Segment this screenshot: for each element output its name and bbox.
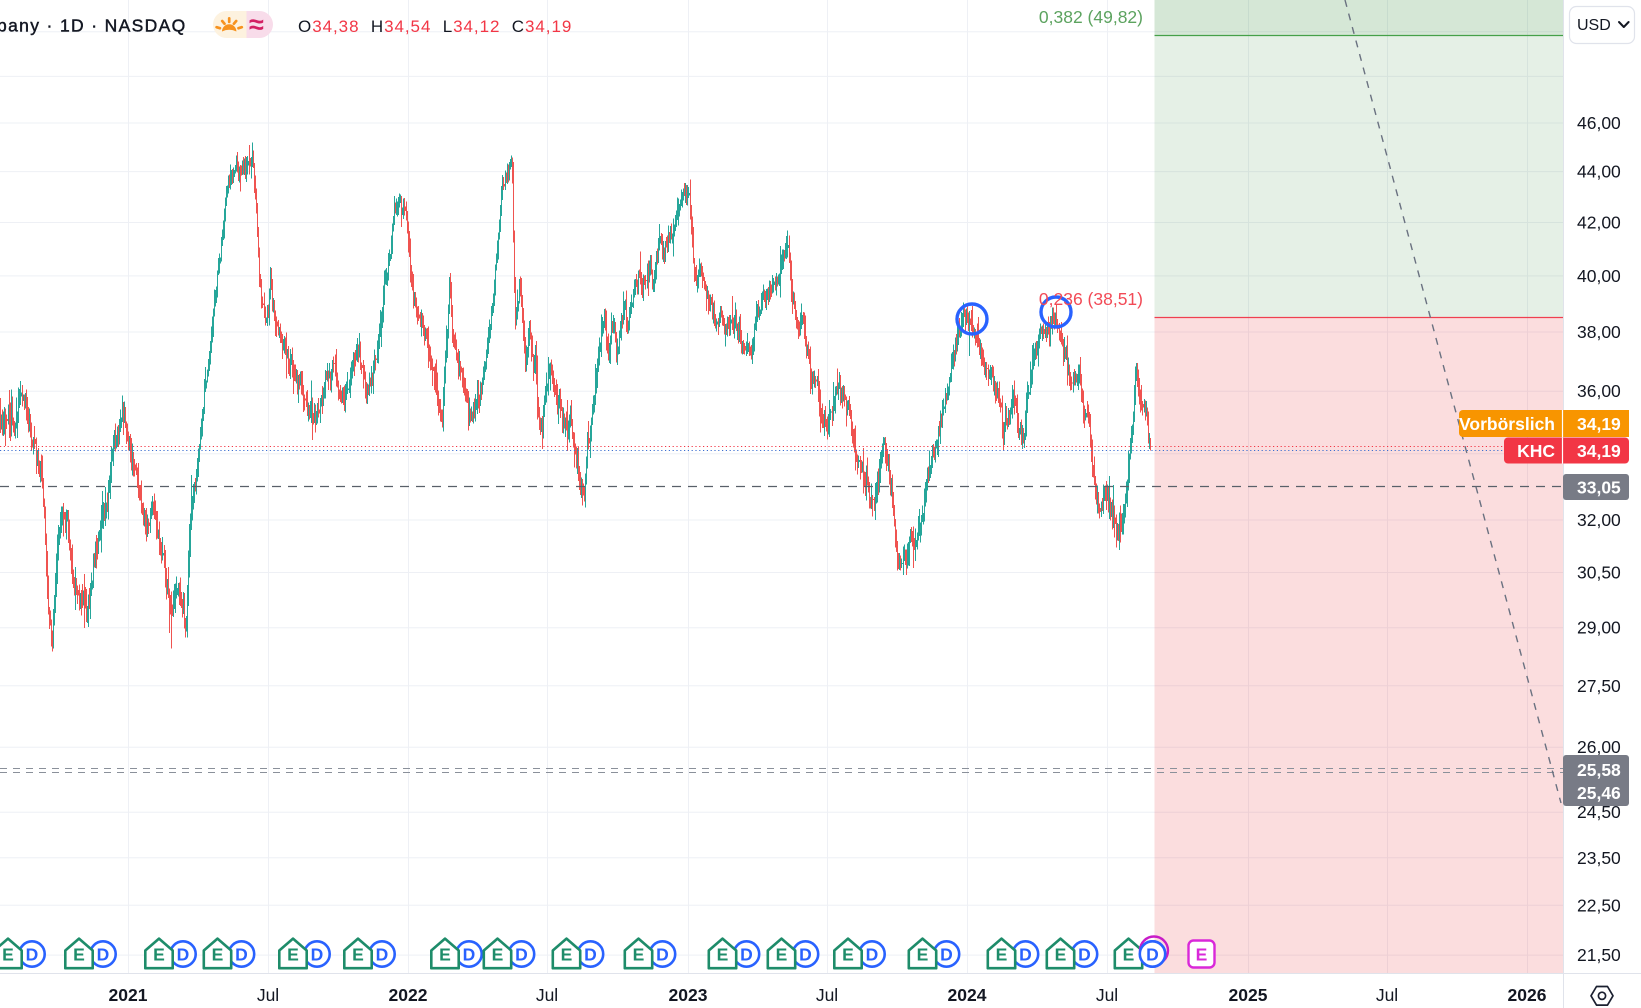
svg-text:D: D <box>177 945 190 965</box>
svg-text:21,50: 21,50 <box>1577 945 1621 965</box>
svg-text:0,236 (38,51): 0,236 (38,51) <box>1039 289 1143 309</box>
svg-text:E: E <box>917 945 929 965</box>
svg-text:Jul: Jul <box>1096 985 1118 1005</box>
svg-text:Jul: Jul <box>816 985 838 1005</box>
svg-text:E: E <box>996 945 1008 965</box>
svg-text:34,19: 34,19 <box>1577 414 1621 434</box>
svg-text:2026: 2026 <box>1508 985 1547 1005</box>
svg-text:2025: 2025 <box>1229 985 1268 1005</box>
svg-text:30,50: 30,50 <box>1577 563 1621 583</box>
svg-text:29,00: 29,00 <box>1577 618 1621 638</box>
svg-text:D: D <box>26 945 39 965</box>
svg-text:D: D <box>311 945 324 965</box>
svg-text:E: E <box>2 945 14 965</box>
svg-text:D: D <box>799 945 812 965</box>
svg-text:E: E <box>1196 945 1208 965</box>
svg-text:E: E <box>1055 945 1067 965</box>
svg-text:38,00: 38,00 <box>1577 322 1621 342</box>
svg-text:E: E <box>212 945 224 965</box>
svg-text:D: D <box>740 945 753 965</box>
svg-text:26,00: 26,00 <box>1577 737 1621 757</box>
svg-text:44,00: 44,00 <box>1577 162 1621 182</box>
svg-text:Vorbörslich: Vorbörslich <box>1459 414 1555 434</box>
svg-text:D: D <box>235 945 248 965</box>
svg-text:2023: 2023 <box>669 985 708 1005</box>
svg-text:D: D <box>463 945 476 965</box>
svg-text:36,00: 36,00 <box>1577 381 1621 401</box>
svg-text:42,00: 42,00 <box>1577 213 1621 233</box>
svg-text:E: E <box>717 945 729 965</box>
svg-text:E: E <box>776 945 788 965</box>
svg-text:O34,38 H34,54 L34,12 C34,19: O34,38 H34,54 L34,12 C34,19 <box>298 17 572 36</box>
svg-text:D: D <box>1078 945 1091 965</box>
svg-text:23,50: 23,50 <box>1577 848 1621 868</box>
svg-text:25,58: 25,58 <box>1577 760 1621 780</box>
svg-text:D: D <box>1019 945 1032 965</box>
svg-text:40,00: 40,00 <box>1577 266 1621 286</box>
svg-text:32,00: 32,00 <box>1577 510 1621 530</box>
svg-text:E: E <box>73 945 85 965</box>
svg-text:2024: 2024 <box>948 985 987 1005</box>
svg-text:2021: 2021 <box>109 985 148 1005</box>
svg-text:≈: ≈ <box>249 10 264 40</box>
svg-text:D: D <box>1146 945 1159 965</box>
svg-text:E: E <box>1123 945 1135 965</box>
svg-text:E: E <box>287 945 299 965</box>
svg-text:E: E <box>561 945 573 965</box>
svg-text:E: E <box>439 945 451 965</box>
svg-text:D: D <box>940 945 953 965</box>
svg-text:0,382 (49,82): 0,382 (49,82) <box>1039 7 1143 27</box>
svg-text:E: E <box>492 945 504 965</box>
svg-text:D: D <box>97 945 110 965</box>
svg-text:E: E <box>842 945 854 965</box>
svg-text:D: D <box>866 945 879 965</box>
svg-text:25,46: 25,46 <box>1577 783 1621 803</box>
svg-text:27,50: 27,50 <box>1577 676 1621 696</box>
svg-text:E: E <box>633 945 645 965</box>
svg-text:pany · 1D · NASDAQ: pany · 1D · NASDAQ <box>0 16 187 36</box>
svg-text:Jul: Jul <box>257 985 279 1005</box>
svg-text:D: D <box>376 945 389 965</box>
svg-text:2022: 2022 <box>389 985 428 1005</box>
svg-text:E: E <box>153 945 165 965</box>
svg-text:34,19: 34,19 <box>1577 441 1621 461</box>
svg-text:D: D <box>656 945 669 965</box>
svg-text:KHC: KHC <box>1517 441 1555 461</box>
svg-text:22,50: 22,50 <box>1577 895 1621 915</box>
svg-text:USD: USD <box>1577 17 1611 34</box>
svg-text:33,05: 33,05 <box>1577 478 1621 498</box>
svg-text:46,00: 46,00 <box>1577 113 1621 133</box>
svg-text:D: D <box>584 945 597 965</box>
svg-text:Jul: Jul <box>536 985 558 1005</box>
svg-text:E: E <box>352 945 364 965</box>
svg-text:Jul: Jul <box>1376 985 1398 1005</box>
svg-text:24,50: 24,50 <box>1577 802 1621 822</box>
svg-text:D: D <box>515 945 528 965</box>
